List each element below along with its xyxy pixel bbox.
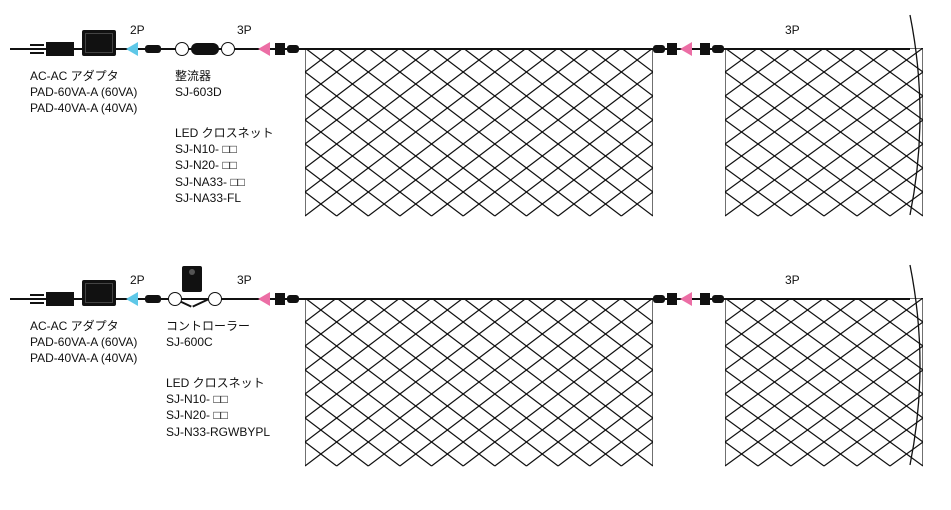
crossnet-bot-l2: SJ-N20- □□ — [166, 408, 228, 422]
net-plug-top-a — [275, 42, 299, 56]
adapter-line1-b: PAD-60VA-A (60VA) — [30, 335, 137, 349]
adapter-label-bottom: AC-AC アダプタ PAD-60VA-A (60VA) PAD-40VA-A … — [30, 318, 137, 367]
net-plug-top-a-out — [653, 42, 677, 56]
net-plug-bot-a-out — [653, 292, 677, 306]
label-3p-bot-b: 3P — [785, 272, 800, 288]
crossnet-label-bottom: LED クロスネット SJ-N10- □□ SJ-N20- □□ SJ-N33-… — [166, 375, 270, 440]
controller-model: SJ-600C — [166, 335, 213, 349]
crossnet-bot-l3: SJ-N33-RGWBYPL — [166, 425, 270, 439]
adapter-block-top — [82, 42, 116, 56]
controller-label: コントローラー SJ-600C — [166, 318, 250, 350]
ac-plug-bottom — [30, 292, 74, 306]
rectifier-model: SJ-603D — [175, 85, 222, 99]
net-panel-top-a — [305, 48, 653, 220]
net-panel-bot-a — [305, 298, 653, 470]
adapter-line2: PAD-40VA-A (40VA) — [30, 101, 137, 115]
adapter-label-top: AC-AC アダプタ PAD-60VA-A (60VA) PAD-40VA-A … — [30, 68, 137, 117]
bead-bottom — [145, 292, 161, 306]
rectifier-label: 整流器 SJ-603D — [175, 68, 222, 100]
net-plug-top-b — [700, 42, 724, 56]
arrow-2p-top-icon — [126, 42, 138, 56]
controller-plug-l — [168, 292, 182, 306]
rectifier-title: 整流器 — [175, 69, 211, 83]
label-3p-bot-a: 3P — [237, 272, 252, 288]
crossnet-top-l1: SJ-N10- □□ — [175, 142, 237, 156]
label-2p-bottom: 2P — [130, 272, 145, 288]
net-panel-top-b — [725, 48, 923, 220]
label-2p: 2P — [130, 22, 145, 38]
label-3p-a: 3P — [237, 22, 252, 38]
controller-box — [182, 266, 202, 292]
adapter-block-bottom — [82, 292, 116, 306]
crossnet-label-top: LED クロスネット SJ-N10- □□ SJ-N20- □□ SJ-NA33… — [175, 125, 274, 206]
controller-plug-r — [208, 292, 222, 306]
crossnet-top-l3: SJ-NA33- □□ — [175, 175, 245, 189]
adapter-title: AC-AC アダプタ — [30, 69, 119, 83]
adapter-title-b: AC-AC アダプタ — [30, 319, 119, 333]
crossnet-top-l4: SJ-NA33-FL — [175, 191, 241, 205]
arrow-3p-bot-a-icon — [258, 292, 270, 306]
crossnet-title-top: LED クロスネット — [175, 126, 274, 140]
crossnet-title-bot: LED クロスネット — [166, 376, 265, 390]
ac-plug-top — [30, 42, 74, 56]
adapter-line2-b: PAD-40VA-A (40VA) — [30, 351, 137, 365]
adapter-line1: PAD-60VA-A (60VA) — [30, 85, 137, 99]
net-panel-bot-b — [725, 298, 923, 470]
wiring-diagram: 2P 3P 3P AC-AC アダプ — [10, 10, 930, 500]
bead-top — [145, 42, 161, 56]
controller-title: コントローラー — [166, 319, 250, 333]
crossnet-bot-l1: SJ-N10- □□ — [166, 392, 228, 406]
net-plug-bot-a — [275, 292, 299, 306]
label-3p-b: 3P — [785, 22, 800, 38]
rectifier-top — [175, 42, 235, 56]
arrow-3p-top-a-icon — [258, 42, 270, 56]
arrow-3p-bot-b-icon — [680, 292, 692, 306]
crossnet-top-l2: SJ-N20- □□ — [175, 158, 237, 172]
arrow-3p-top-b-icon — [680, 42, 692, 56]
net-plug-bot-b — [700, 292, 724, 306]
arrow-2p-bottom-icon — [126, 292, 138, 306]
